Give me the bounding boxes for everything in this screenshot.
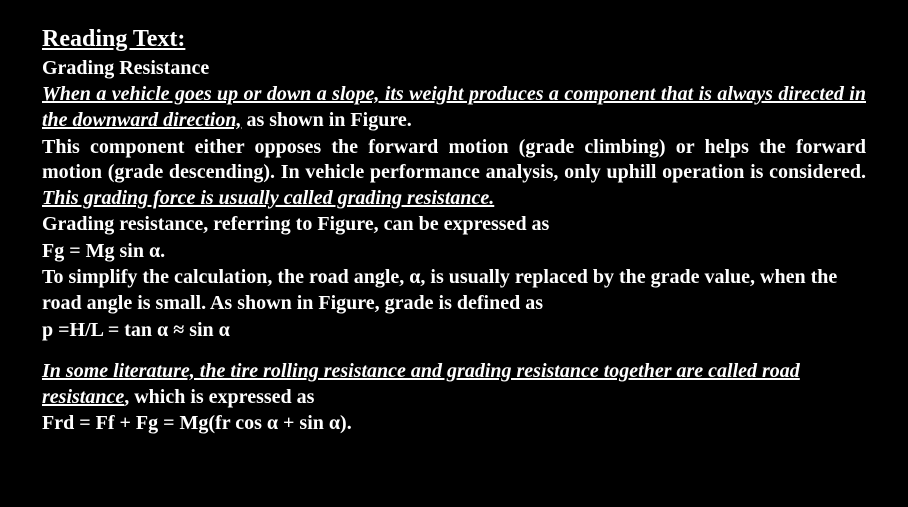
emphasis-grading-resistance: This grading force is usually called gra… [42,187,494,209]
text-opposes-motion: This component either opposes the forwar… [42,136,866,184]
paragraph-opposes-motion: This component either opposes the forwar… [42,135,866,212]
paragraph-simplify: To simplify the calculation, the road an… [42,265,866,316]
text-which-is: , which is expressed as [124,386,314,408]
equation-frd: Frd = Ff + Fg = Mg(fr cos α + sin α). [42,411,866,437]
paragraph-expressed-as: Grading resistance, referring to Figure,… [42,212,866,238]
emphasis-slope-component: When a vehicle goes up or down a slope, … [42,83,866,131]
equation-p: p =H/L = tan α ≈ sin α [42,318,866,344]
section-heading: Grading Resistance [42,56,866,82]
paragraph-road-resistance: In some literature, the tire rolling res… [42,359,866,410]
document-page: Reading Text: Grading Resistance When a … [0,0,908,507]
reading-text-title: Reading Text: [42,24,866,55]
equation-fg: Fg = Mg sin α. [42,239,866,265]
paragraph-slope-component: When a vehicle goes up or down a slope, … [42,82,866,133]
text-as-shown: as shown in Figure. [241,109,411,131]
